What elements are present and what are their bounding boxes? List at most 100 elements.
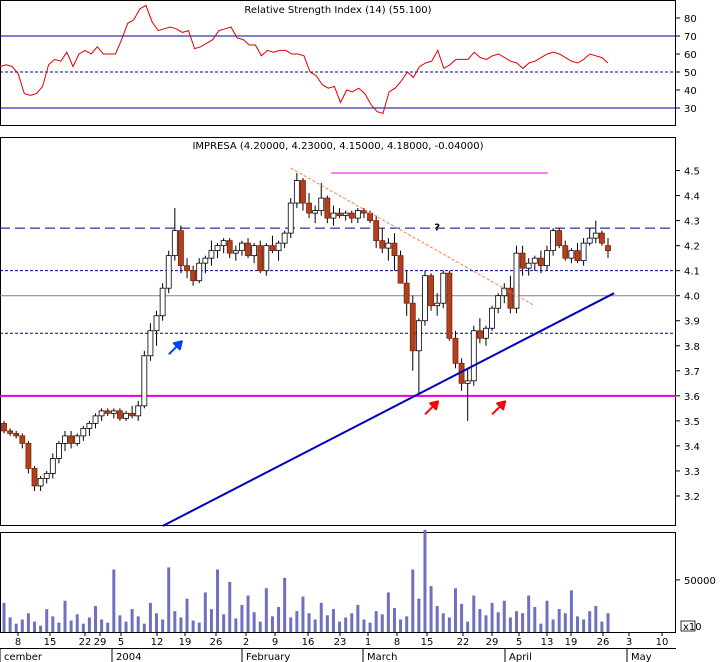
price-tick-label: 3.5 xyxy=(684,417,700,428)
volume-bar xyxy=(295,611,299,632)
price-tick-label: 3.2 xyxy=(684,492,700,503)
volume-bar xyxy=(51,616,55,632)
candle-body xyxy=(98,410,105,417)
volume-bar xyxy=(75,614,79,632)
volume-bar xyxy=(155,613,159,632)
volume-bar xyxy=(545,600,549,632)
candle-body xyxy=(409,302,416,352)
candle-body xyxy=(56,442,62,459)
volume-scale-box xyxy=(680,620,696,632)
volume-bar xyxy=(173,611,177,632)
price-tick-label: 3.3 xyxy=(684,467,700,478)
candle-body xyxy=(568,250,575,259)
volume-bar xyxy=(582,619,586,632)
candle-body xyxy=(117,410,123,419)
price-tick-label: 3.7 xyxy=(684,367,700,378)
x-month-label: May xyxy=(631,652,652,662)
volume-bar xyxy=(508,617,512,632)
volume-bar xyxy=(222,614,226,632)
volume-bar xyxy=(423,529,427,632)
volume-bar xyxy=(502,600,506,632)
candle-body xyxy=(483,327,489,339)
volume-bar xyxy=(453,588,457,632)
x-day-label: 22 xyxy=(457,637,470,648)
volume-bar xyxy=(386,592,390,632)
volume-bar xyxy=(557,609,561,632)
rsi-tick-label: 80 xyxy=(684,14,697,25)
candle-body xyxy=(489,307,495,329)
x-day-label: 22 xyxy=(79,637,92,648)
volume-bar xyxy=(441,613,445,632)
volume-bar xyxy=(307,613,311,632)
volume-bar xyxy=(246,595,250,632)
rsi-series-line xyxy=(0,4,609,115)
candle-body xyxy=(74,435,81,444)
candle-body xyxy=(220,240,227,247)
volume-bar xyxy=(179,617,183,632)
candle-body xyxy=(165,255,172,289)
volume-bar xyxy=(344,617,348,632)
candle-body xyxy=(25,442,32,469)
price-tick-label: 3.4 xyxy=(684,442,700,453)
volume-bar xyxy=(14,623,18,632)
candle-body xyxy=(251,245,258,257)
candle-body xyxy=(556,230,563,247)
candle-body xyxy=(13,432,20,437)
candle-body xyxy=(495,295,502,309)
volume-bar xyxy=(594,605,598,632)
candle-body xyxy=(153,315,160,332)
volume-bar xyxy=(240,604,244,632)
volume-scale-label: x10 xyxy=(683,622,702,633)
candle-body xyxy=(550,230,556,252)
volume-bar xyxy=(277,606,281,632)
volume-bar xyxy=(325,615,329,632)
volume-bar xyxy=(356,604,360,632)
volume-bar xyxy=(2,602,6,632)
volume-bar xyxy=(533,606,537,632)
volume-bar xyxy=(264,588,268,632)
arrow-icon-shape xyxy=(491,400,507,416)
volume-bar xyxy=(588,611,592,632)
x-day-label: 8 xyxy=(394,637,400,648)
volume-bar xyxy=(575,616,579,632)
candle-body xyxy=(330,212,337,219)
volume-bar xyxy=(161,619,165,632)
volume-bar xyxy=(87,617,91,632)
volume-bar xyxy=(203,592,207,632)
candle-body xyxy=(586,237,593,244)
volume-bar xyxy=(319,602,323,632)
volume-bar xyxy=(216,569,220,632)
candle-body xyxy=(354,210,361,219)
price-tick-label: 3.6 xyxy=(684,392,700,403)
x-month-label: 2004 xyxy=(116,652,141,662)
volume-bar xyxy=(374,611,378,632)
volume-bar xyxy=(63,600,67,632)
candle-body xyxy=(257,245,264,272)
candle-body xyxy=(135,405,142,417)
candle-body xyxy=(275,242,282,252)
candle-body xyxy=(592,232,599,239)
volume-bar xyxy=(429,586,433,632)
candle-body xyxy=(147,330,154,357)
price-tick-label: 4.4 xyxy=(684,192,700,203)
volume-bar xyxy=(338,621,342,632)
candle-body xyxy=(397,255,404,284)
trendline xyxy=(162,292,615,527)
volume-bar xyxy=(136,616,140,632)
candle-body xyxy=(318,197,325,211)
candle-body xyxy=(513,252,520,309)
volume-bar xyxy=(26,613,30,632)
volume-bar xyxy=(527,595,531,632)
candle-body xyxy=(385,242,392,249)
rsi-title: Relative Strength Index (14) (55.100) xyxy=(244,5,431,16)
volume-bar xyxy=(8,617,12,632)
price-tick-label: 4.3 xyxy=(684,217,700,228)
candle-body xyxy=(428,275,434,307)
price-panel-frame xyxy=(0,137,676,526)
volume-bar xyxy=(484,615,488,632)
volume-bar xyxy=(191,620,195,632)
volume-bar xyxy=(124,621,128,632)
volume-bar xyxy=(258,621,262,632)
